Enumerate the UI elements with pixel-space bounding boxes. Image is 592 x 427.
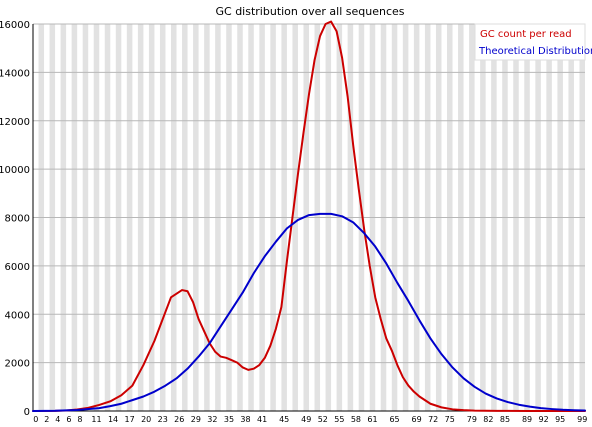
x-tick-label: 41 [257, 415, 267, 424]
x-tick-label: 8 [77, 415, 82, 424]
horizontal-gridlines [33, 23, 585, 364]
chart-title: GC distribution over all sequences [216, 5, 405, 18]
legend-box [474, 23, 586, 61]
x-tick-label: 2 [44, 415, 49, 424]
y-tick-labels: 0 2000 4000 6000 8000 10000 12000 14000 16000 [0, 20, 30, 418]
x-tick-label: 14 [108, 415, 118, 424]
legend-entry-gc-count: GC count per read [480, 29, 572, 40]
x-tick-label: 6 [66, 415, 71, 424]
x-tick-label: 20 [141, 415, 151, 424]
x-tick-label: 79 [467, 415, 477, 424]
x-tick-label: 89 [522, 415, 532, 424]
x-tick-label: 0 [33, 415, 38, 424]
y-tick-label: 12000 [0, 117, 30, 128]
x-tick-label: 11 [91, 415, 101, 424]
x-tick-label: 4 [55, 415, 60, 424]
y-tick-label: 10000 [0, 165, 30, 176]
y-tick-label: 6000 [5, 262, 30, 273]
x-tick-label: 17 [125, 415, 135, 424]
x-tick-label: 23 [158, 415, 168, 424]
x-tick-label: 26 [174, 415, 184, 424]
x-tick-label: 69 [412, 415, 422, 424]
y-tick-label: 14000 [0, 68, 30, 79]
y-tick-label: 4000 [5, 310, 30, 321]
x-tick-label: 38 [240, 415, 250, 424]
y-tick-label: 8000 [5, 214, 30, 225]
y-tick-label: 0 [24, 407, 30, 418]
x-tick-label: 92 [539, 415, 549, 424]
x-tick-label: 35 [224, 415, 234, 424]
x-tick-label: 85 [500, 415, 510, 424]
y-tick-label: 2000 [5, 359, 30, 370]
x-tick-labels: 0 2 4 6 8 11 14 17 20 23 26 29 32 35 38 41 45 49 52 55 58 61 6… [33, 415, 587, 424]
x-tick-label: 82 [483, 415, 493, 424]
legend-entry-theoretical: Theoretical Distribution [478, 46, 592, 57]
x-tick-label: 95 [555, 415, 565, 424]
legend: GC count per read Theoretical Distributi… [474, 23, 592, 61]
x-tick-label: 65 [389, 415, 399, 424]
x-tick-label: 45 [279, 415, 289, 424]
x-tick-label: 58 [351, 415, 361, 424]
y-tick-label: 16000 [0, 20, 30, 31]
x-tick-label: 32 [207, 415, 217, 424]
x-tick-label: 52 [318, 415, 328, 424]
x-tick-label: 29 [191, 415, 201, 424]
series-line-1 [32, 212, 586, 412]
x-tick-label: 55 [334, 415, 344, 424]
x-tick-label: 72 [428, 415, 438, 424]
x-tick-label: 75 [445, 415, 455, 424]
x-tick-label: 99 [577, 415, 587, 424]
series-line-0 [32, 20, 586, 412]
series-lines [32, 20, 586, 412]
x-tick-label: 61 [367, 415, 377, 424]
x-tick-label: 49 [301, 415, 311, 424]
